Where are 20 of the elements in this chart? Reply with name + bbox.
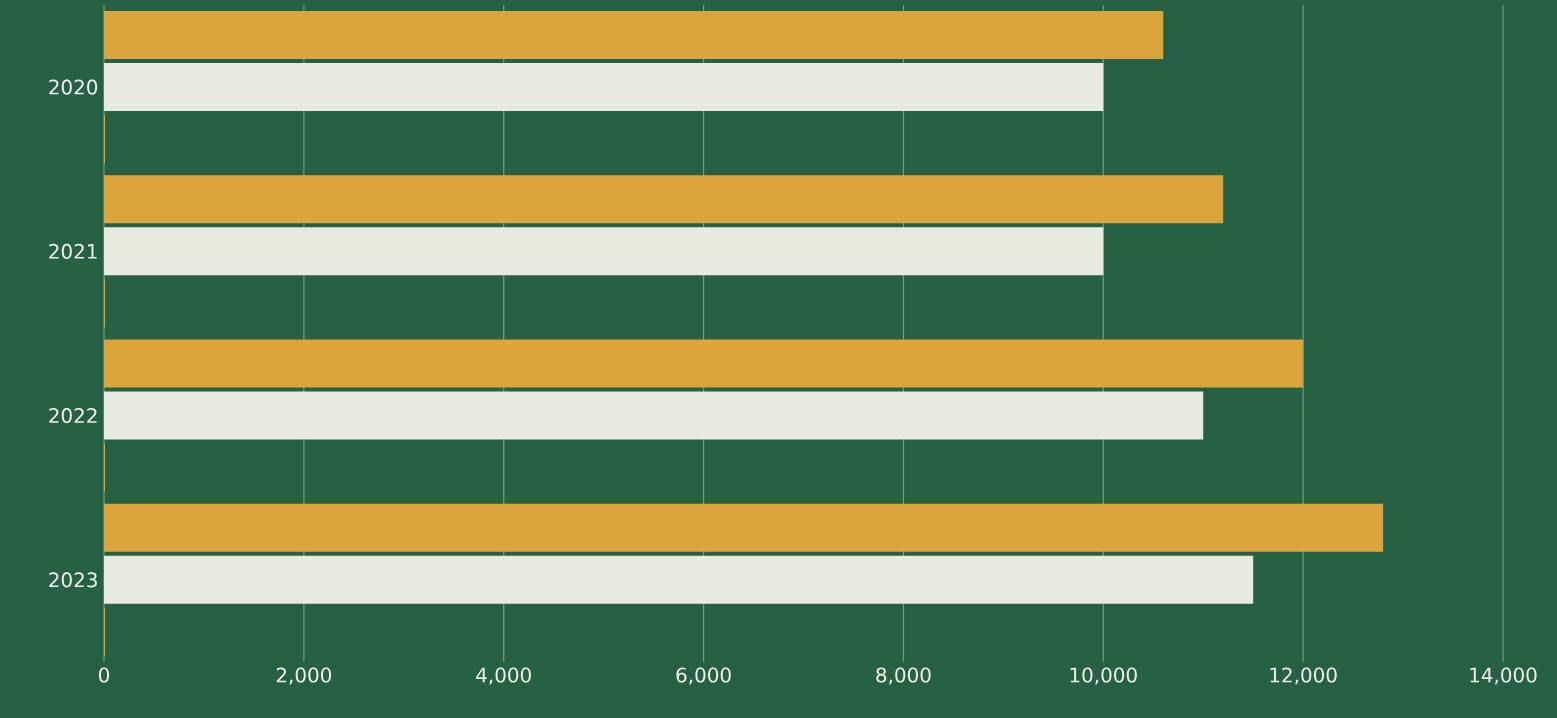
x-tick-label: 12,000: [1270, 667, 1337, 685]
x-tick-label: 10,000: [1070, 667, 1137, 685]
y-tick-label: 2020: [49, 79, 98, 95]
bar: [104, 63, 1104, 112]
bar: [104, 391, 1204, 440]
y-tick-label: 2023: [49, 572, 97, 588]
y-tick-label: 2021: [49, 243, 97, 259]
x-tick-label: 4,000: [476, 667, 531, 685]
bar: [104, 11, 1164, 60]
bar: [104, 503, 1384, 552]
bar: [104, 339, 1304, 388]
x-tick-label: 2,000: [276, 667, 332, 685]
bar: [104, 227, 1104, 276]
bar: [104, 175, 1224, 224]
x-tick-label: 6,000: [676, 667, 731, 685]
x-tick-label: 8,000: [876, 667, 931, 685]
y-tick-label: 2022: [49, 408, 97, 424]
x-tick-label: 0: [98, 667, 110, 683]
x-tick-label: 14,000: [1470, 667, 1537, 685]
bar: [104, 555, 1254, 604]
